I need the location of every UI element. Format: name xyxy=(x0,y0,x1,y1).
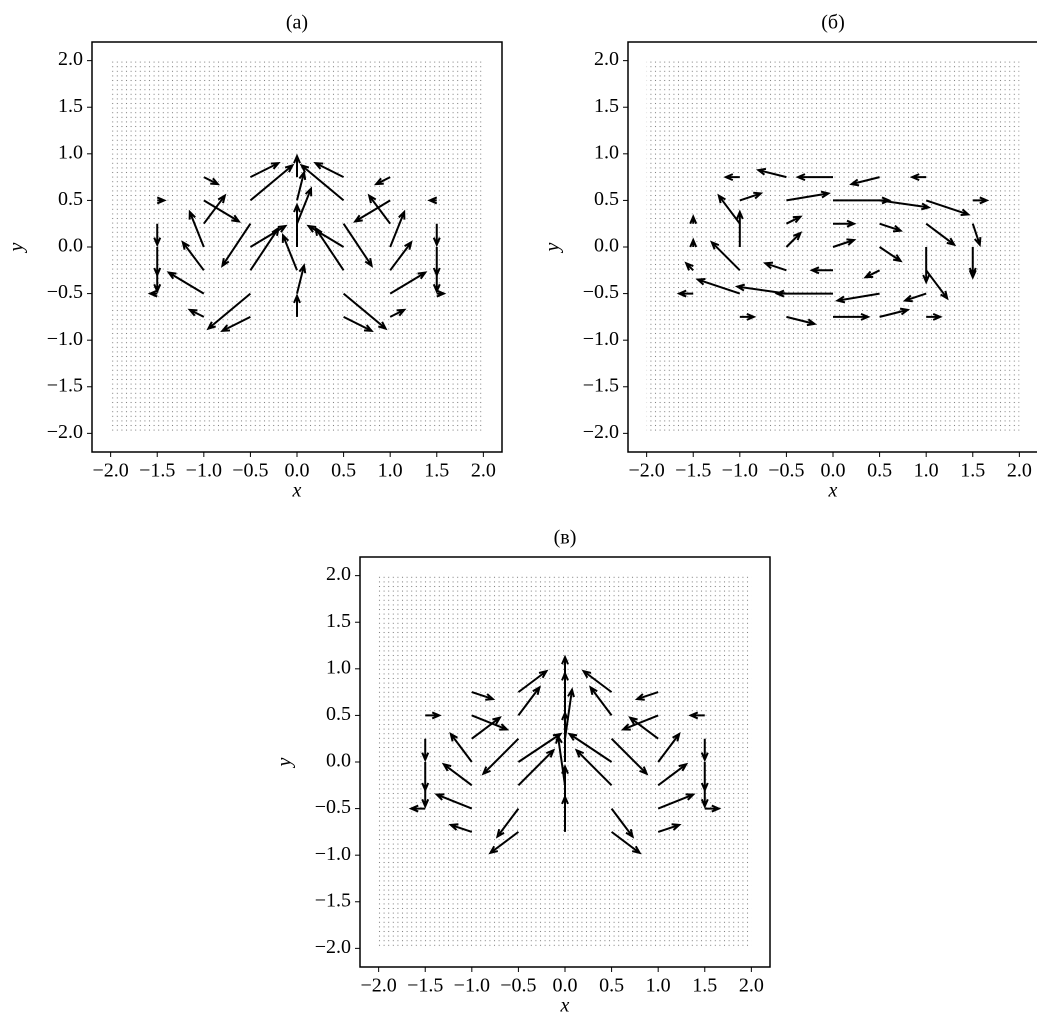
y-tick-label: 0.5 xyxy=(326,703,351,725)
x-tick-label: −1.0 xyxy=(186,460,222,482)
x-tick-label: 1.5 xyxy=(424,460,449,482)
y-tick-label: −1.5 xyxy=(583,374,619,396)
x-tick-label: 0.5 xyxy=(867,460,892,482)
y-axis-label: y xyxy=(6,242,28,253)
y-tick-label: 0.5 xyxy=(594,188,619,210)
panel-title: (б) xyxy=(821,12,845,34)
x-axis-label: x xyxy=(292,480,302,502)
y-tick-label: −1.5 xyxy=(315,889,351,911)
y-tick-label: −2.0 xyxy=(47,421,83,443)
panel-title: (в) xyxy=(554,527,577,549)
y-tick-label: −2.0 xyxy=(315,936,351,958)
y-tick-label: −1.0 xyxy=(315,843,351,865)
x-tick-label: −1.5 xyxy=(139,460,175,482)
y-tick-label: 0.0 xyxy=(58,235,83,257)
y-tick-label: 2.0 xyxy=(326,563,351,585)
y-tick-label: 1.5 xyxy=(326,610,351,632)
x-tick-label: −2.0 xyxy=(628,460,664,482)
x-tick-label: 1.0 xyxy=(914,460,939,482)
y-tick-label: 1.0 xyxy=(594,141,619,163)
y-tick-label: 0.0 xyxy=(594,235,619,257)
y-axis-label: y xyxy=(274,757,296,768)
x-tick-label: 2.0 xyxy=(1007,460,1032,482)
panel: −2.0−1.5−1.0−0.50.00.51.01.52.0−2.0−1.5−… xyxy=(6,12,502,502)
y-tick-label: 0.0 xyxy=(326,750,351,772)
x-tick-label: 2.0 xyxy=(739,975,764,997)
x-axis-label: x xyxy=(560,995,570,1017)
x-tick-label: −1.5 xyxy=(675,460,711,482)
x-tick-label: −2.0 xyxy=(360,975,396,997)
y-tick-label: −1.5 xyxy=(47,374,83,396)
x-tick-label: 1.0 xyxy=(646,975,671,997)
x-tick-label: 1.5 xyxy=(960,460,985,482)
x-tick-label: −2.0 xyxy=(92,460,128,482)
panel-title: (a) xyxy=(286,12,308,34)
y-tick-label: 1.0 xyxy=(58,141,83,163)
x-tick-label: −0.5 xyxy=(232,460,268,482)
x-tick-label: 1.5 xyxy=(692,975,717,997)
x-tick-label: −1.5 xyxy=(407,975,443,997)
y-tick-label: 1.5 xyxy=(58,95,83,117)
figure: −2.0−1.5−1.0−0.50.00.51.01.52.0−2.0−1.5−… xyxy=(0,0,1037,1017)
y-tick-label: −1.0 xyxy=(583,328,619,350)
x-tick-label: −1.0 xyxy=(454,975,490,997)
x-tick-label: 0.5 xyxy=(599,975,624,997)
x-tick-label: −1.0 xyxy=(722,460,758,482)
y-tick-label: −0.5 xyxy=(47,281,83,303)
y-tick-label: 0.5 xyxy=(58,188,83,210)
x-tick-label: −0.5 xyxy=(500,975,536,997)
x-axis-label: x xyxy=(828,480,838,502)
y-tick-label: 2.0 xyxy=(594,48,619,70)
y-tick-label: 2.0 xyxy=(58,48,83,70)
x-tick-label: −0.5 xyxy=(768,460,804,482)
y-tick-label: −2.0 xyxy=(583,421,619,443)
y-tick-label: −1.0 xyxy=(47,328,83,350)
y-axis-label: y xyxy=(542,242,564,253)
page: −2.0−1.5−1.0−0.50.00.51.01.52.0−2.0−1.5−… xyxy=(0,0,1037,1017)
y-tick-label: 1.5 xyxy=(594,95,619,117)
x-tick-label: 2.0 xyxy=(471,460,496,482)
x-tick-label: 0.0 xyxy=(285,460,310,482)
x-tick-label: 0.0 xyxy=(553,975,578,997)
x-tick-label: 0.5 xyxy=(331,460,356,482)
y-tick-label: −0.5 xyxy=(315,796,351,818)
y-tick-label: −0.5 xyxy=(583,281,619,303)
x-tick-label: 1.0 xyxy=(378,460,403,482)
x-tick-label: 0.0 xyxy=(821,460,846,482)
y-tick-label: 1.0 xyxy=(326,656,351,678)
